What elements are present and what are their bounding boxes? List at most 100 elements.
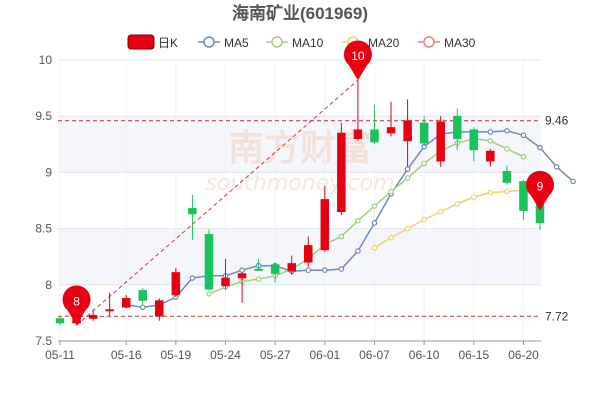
candle-down xyxy=(519,180,528,220)
candle-down xyxy=(55,316,65,326)
ma-point-ma20 xyxy=(470,194,477,200)
candle-up xyxy=(105,292,114,317)
trend-line xyxy=(76,79,359,326)
pin-label: 10 xyxy=(351,49,365,63)
candle-down xyxy=(254,258,263,271)
level-label: 9.46 xyxy=(545,114,569,128)
candle-body xyxy=(353,129,363,139)
y-tick-label: 7.5 xyxy=(35,334,52,348)
ma-point-ma5 xyxy=(371,220,378,226)
ma-point-ma5 xyxy=(553,163,560,170)
legend-item: MA5 xyxy=(198,36,249,50)
y-tick-label: 8 xyxy=(45,278,52,292)
candle-body xyxy=(254,268,263,271)
candle-body xyxy=(486,150,495,162)
candle-body xyxy=(320,199,330,251)
x-tick-label: 06-07 xyxy=(359,348,390,362)
candle-up xyxy=(171,267,181,298)
candle-body xyxy=(105,309,114,312)
legend-label: 日K xyxy=(158,36,178,50)
legend-swatch-dot xyxy=(271,36,283,48)
candle-up xyxy=(337,122,346,216)
candle-body xyxy=(270,264,280,274)
ma-line-ma20 xyxy=(374,189,524,249)
ma-point-ma10 xyxy=(338,233,345,240)
candle-down xyxy=(270,262,280,283)
candle-body xyxy=(121,298,131,308)
pin-markers: 10 8 9 xyxy=(62,40,554,326)
ma-point-ma20 xyxy=(504,188,510,195)
candle-body xyxy=(304,245,313,263)
pin-shape xyxy=(526,170,554,211)
ma-point-ma10 xyxy=(206,290,212,297)
ma-point-ma10 xyxy=(520,153,527,160)
legend-label: MA5 xyxy=(224,36,249,50)
plot-area xyxy=(58,60,541,341)
watermark-en: southmoney.com xyxy=(205,171,394,196)
ma-line-ma5 xyxy=(126,130,574,309)
candle-down xyxy=(419,116,429,147)
candle-up xyxy=(287,255,296,275)
candle-up xyxy=(403,99,412,167)
level-label: 7.72 xyxy=(545,309,569,323)
x-tick-label: 06-20 xyxy=(508,348,539,362)
ma-point-ma20 xyxy=(487,189,494,196)
y-tick-label: 9 xyxy=(45,165,52,179)
candles xyxy=(55,80,545,326)
ma-point-ma20 xyxy=(421,216,427,223)
chart-title: 海南矿业(601969) xyxy=(232,3,368,23)
candle-body xyxy=(155,300,164,317)
ma-point-ma5 xyxy=(239,267,245,273)
candle-up xyxy=(486,148,495,167)
y-tick-label: 8.5 xyxy=(35,222,52,236)
ma-point-ma5 xyxy=(504,128,510,134)
candle-up xyxy=(121,294,131,309)
pin-marker: 10 xyxy=(343,40,372,81)
ma-point-ma5 xyxy=(487,129,494,135)
candle-up xyxy=(237,272,247,303)
ma-point-ma20 xyxy=(388,234,394,241)
candle-body xyxy=(403,120,412,142)
candle-body xyxy=(138,290,148,301)
candle-up xyxy=(436,116,445,167)
candle-up xyxy=(386,101,396,137)
y-tick-label: 9.5 xyxy=(35,109,52,123)
ma-point-ma10 xyxy=(371,203,378,209)
pin-shape xyxy=(343,40,372,81)
candle-body xyxy=(370,129,379,143)
candle-body xyxy=(519,181,528,211)
ma-point-ma5 xyxy=(338,266,345,272)
candle-up xyxy=(304,236,313,267)
ma-point-ma20 xyxy=(437,208,444,215)
ma-point-ma20 xyxy=(454,201,461,207)
candle-up xyxy=(88,309,98,321)
ma-point-ma10 xyxy=(487,138,494,144)
candle-up xyxy=(320,185,330,253)
ma-point-ma5 xyxy=(520,132,527,139)
candle-down xyxy=(502,165,512,185)
legend-item: MA10 xyxy=(266,36,324,50)
legend-swatch xyxy=(127,34,155,50)
ma-point-ma5 xyxy=(355,248,361,254)
ma-point-ma5 xyxy=(404,166,411,172)
x-axis: 05-11 05-16 05-19 05-24 05-27 06-01 06-07 06-10… xyxy=(45,340,541,362)
candle-body xyxy=(436,121,445,162)
ma-point-ma10 xyxy=(355,217,361,224)
ma-point-ma5 xyxy=(139,304,146,311)
candle-body xyxy=(287,263,296,272)
candle-down xyxy=(188,194,197,240)
plot-band xyxy=(58,228,541,285)
candle-up xyxy=(353,80,363,141)
candle-body xyxy=(88,314,98,319)
x-tick-label: 06-15 xyxy=(458,348,489,362)
candle-down xyxy=(452,108,462,150)
x-tick-label: 05-16 xyxy=(111,348,142,362)
ma-point-ma10 xyxy=(404,175,411,181)
pin-shape xyxy=(62,285,91,326)
ma-point-ma10 xyxy=(504,145,510,152)
pin-label: 8 xyxy=(73,294,80,308)
pin-marker: 8 xyxy=(62,285,91,326)
candle-body xyxy=(171,272,181,296)
